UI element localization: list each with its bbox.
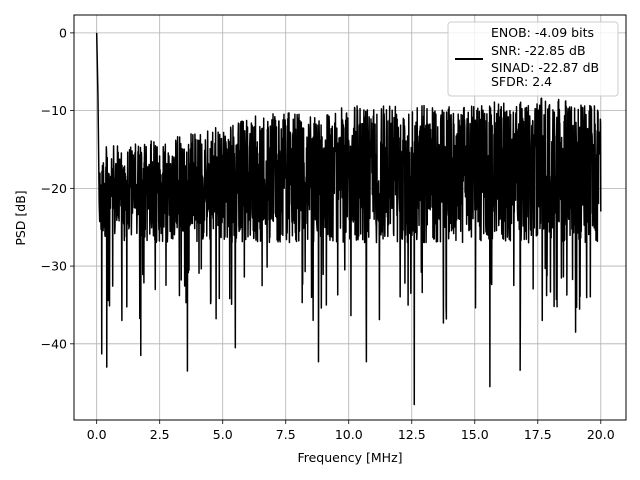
legend: ENOB: -4.09 bits SNR: -22.85 dB SINAD: -… (447, 21, 619, 97)
x-tick-label: 15.0 (461, 427, 489, 442)
legend-enob: ENOB: -4.09 bits (491, 25, 594, 40)
legend-sinad: SINAD: -22.87 dB (491, 60, 599, 75)
legend-box (447, 21, 619, 97)
y-tick-label: 0 (59, 25, 67, 40)
y-tick-label: −40 (41, 336, 67, 351)
x-tick-label: 10.0 (335, 427, 363, 442)
y-axis-label: PSD [dB] (13, 190, 28, 245)
x-tick-label: 2.5 (150, 427, 170, 442)
x-tick-label: 17.5 (524, 427, 552, 442)
x-tick-label: 0.0 (87, 427, 107, 442)
x-tick-label: 5.0 (213, 427, 233, 442)
legend-sfdr: SFDR: 2.4 (491, 74, 552, 89)
x-tick-label: 12.5 (398, 427, 426, 442)
y-tick-label: −30 (41, 259, 67, 274)
psd-series-line (95, 32, 602, 406)
x-axis-label: Frequency [MHz] (297, 450, 402, 465)
y-ticks: 0 −10 −20 −30 −40 (41, 25, 74, 351)
x-tick-label: 20.0 (587, 427, 615, 442)
plot-frame (73, 14, 627, 421)
y-tick-label: −20 (41, 181, 67, 196)
x-tick-label: 7.5 (276, 427, 296, 442)
y-tick-label: −10 (41, 103, 67, 118)
trace-layer (95, 32, 602, 406)
x-ticks: 0.0 2.5 5.0 7.5 10.0 12.5 15.0 17.5 20.0 (87, 420, 615, 442)
legend-snr: SNR: -22.85 dB (491, 43, 586, 58)
